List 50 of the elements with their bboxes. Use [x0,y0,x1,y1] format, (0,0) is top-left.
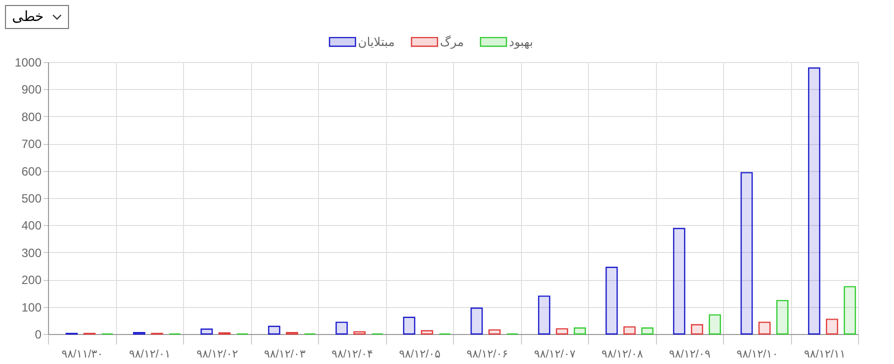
bar [758,322,771,335]
y-tick-label: 0 [34,328,42,342]
bar [776,300,788,335]
y-tick-label: 1000 [14,56,42,70]
x-tick-label: ۹۸/۱۲/۰۴ [331,348,374,360]
x-tick-label: ۹۸/۱۲/۱۱ [804,348,846,360]
y-tick-label: 800 [21,110,42,124]
x-tick-label: ۹۸/۱۲/۰۹ [668,348,711,360]
bar [623,326,636,335]
bar [641,327,654,335]
x-tick-label: ۹۸/۱۲/۰۵ [398,348,441,360]
y-tick-label: 900 [21,82,42,97]
x-tick-label: ۹۸/۱۲/۰۲ [196,348,238,360]
legend-label: بهبود [509,34,534,49]
x-tick-label: ۹۸/۱۲/۰۸ [601,348,644,360]
bar [708,314,721,335]
bar [353,331,366,335]
x-tick-label: ۹۸/۱۲/۰۳ [264,348,306,360]
x-tick-label: ۹۸/۱۲/۰۱ [128,348,171,360]
bar [403,316,416,335]
bar [606,266,618,335]
y-tick-label: 700 [21,137,42,152]
bar [200,328,213,335]
bar [268,326,280,335]
bar [420,330,434,335]
x-tick-label: ۹۸/۱۲/۰۶ [466,348,508,360]
dropdown-select: خطی [5,5,69,29]
bar [808,67,820,335]
bar [336,322,348,335]
y-tick-label: 500 [21,192,42,206]
bar [538,296,550,335]
bar [690,324,704,335]
bar [844,286,856,335]
y-tick-label: 100 [21,300,42,314]
legend-label: مبتلایان [358,34,395,49]
x-tick-label: ۹۸/۱۲/۰۷ [534,348,576,360]
legend-label: مرگ [440,34,464,49]
bar [673,228,686,335]
y-tick-label: 600 [21,164,42,178]
bar [488,329,501,335]
y-tick-label: 300 [21,246,42,260]
y-tick-label: 400 [21,218,42,233]
bar [740,172,753,335]
y-tick-label: 200 [21,273,42,288]
x-tick-label: ۹۸/۱۲/۱۰ [736,348,778,360]
bar [470,308,483,335]
bar [826,318,838,335]
bar [556,328,568,335]
bar [574,327,586,335]
x-tick-label: ۹۸/۱۱/۳۰ [61,348,104,360]
